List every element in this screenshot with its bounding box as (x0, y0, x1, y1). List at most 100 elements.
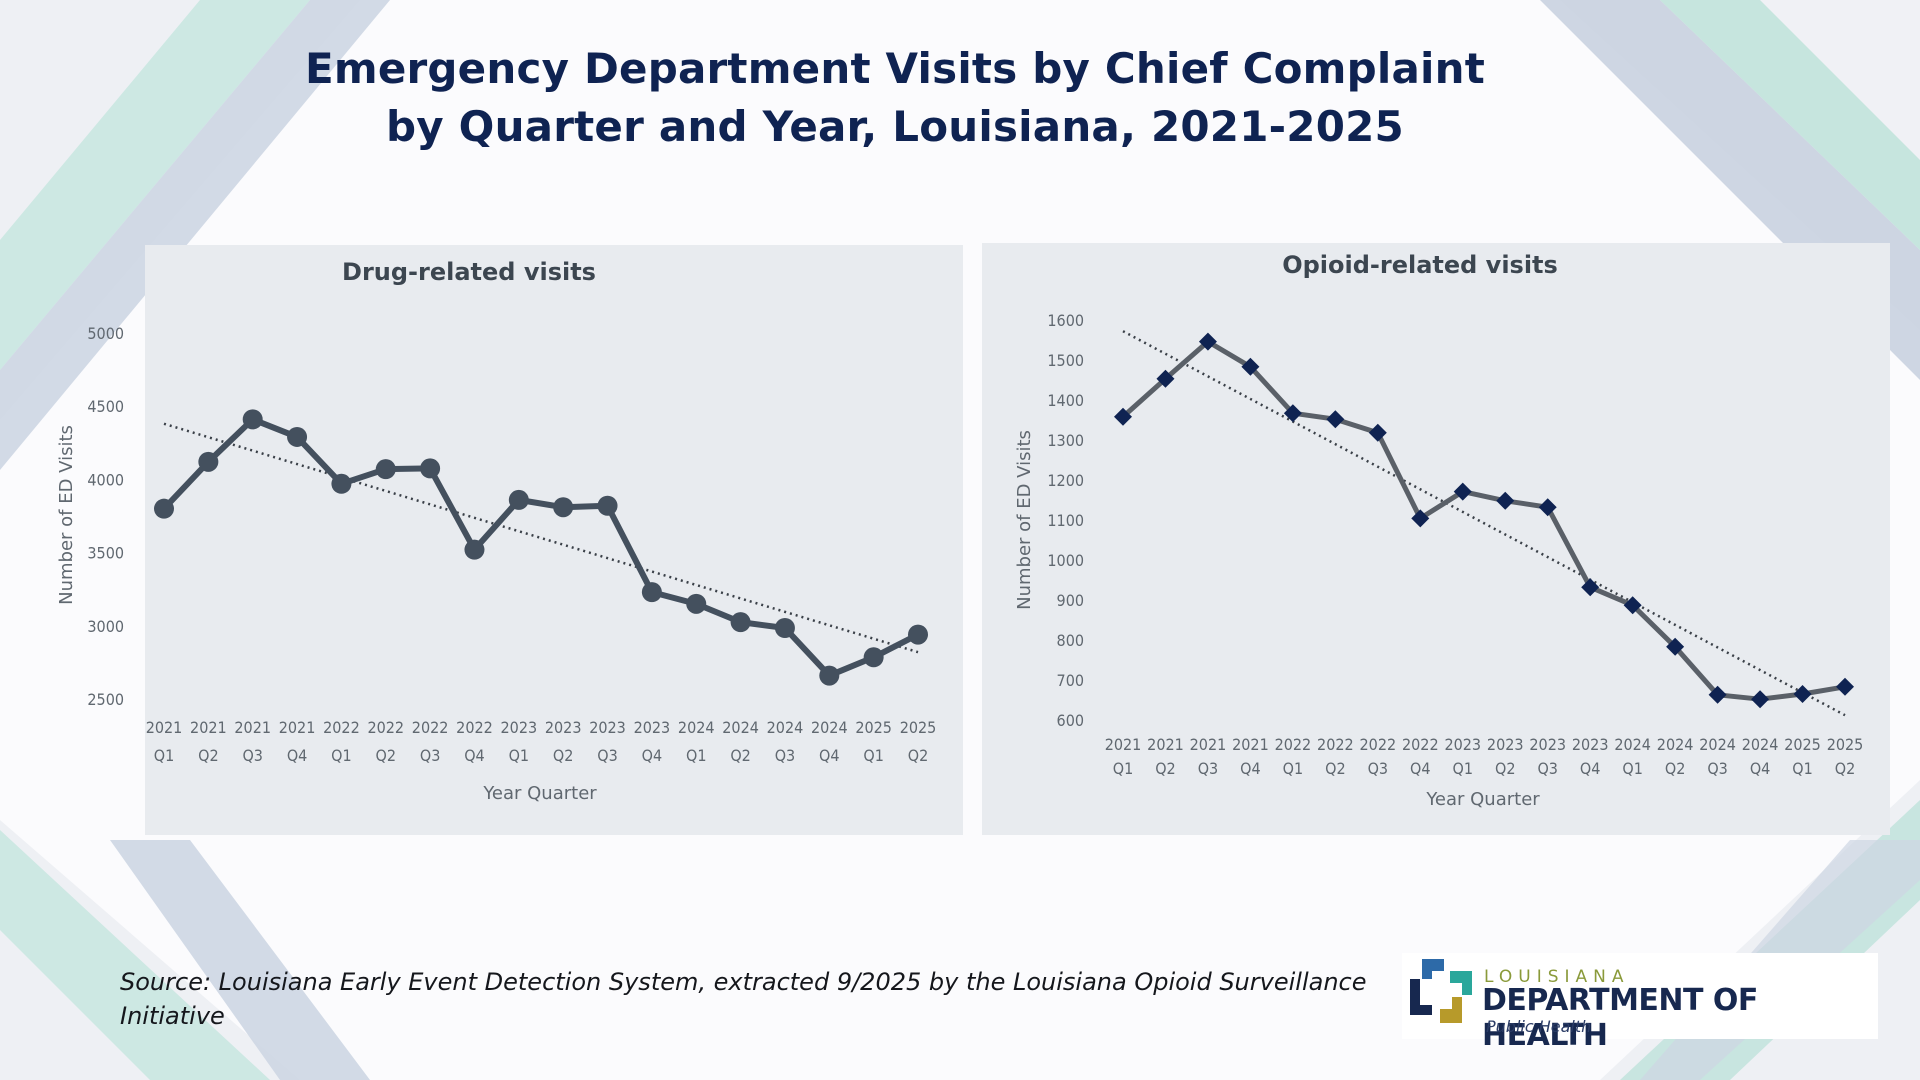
drug-x-tick-year: 2024 (767, 718, 804, 737)
drug-data-point (597, 495, 618, 516)
opioid-x-tick-quarter: Q2 (1325, 759, 1345, 778)
opioid-x-tick-year: 2024 (1614, 735, 1651, 754)
drug-x-tick-year: 2025 (900, 718, 937, 737)
opioid-y-tick-label: 800 (1057, 631, 1084, 650)
drug-y-tick-label: 3500 (87, 544, 124, 563)
opioid-x-tick-year: 2023 (1572, 735, 1609, 754)
slide-title-line-1: Emergency Department Visits by Chief Com… (304, 44, 1486, 93)
opioid-data-point (1836, 677, 1854, 696)
opioid-data-point (1581, 578, 1600, 597)
opioid-x-tick-quarter: Q3 (1537, 759, 1557, 778)
drug-chart-x-axis-label: Year Quarter (482, 783, 597, 804)
drug-x-tick-quarter: Q3 (242, 746, 262, 765)
opioid-x-tick-year: 2023 (1487, 735, 1524, 754)
drug-x-tick-year: 2024 (678, 718, 715, 737)
opioid-chart-title: Opioid-related visits (1282, 251, 1558, 279)
drug-x-tick-year: 2022 (456, 718, 493, 737)
opioid-x-tick-year: 2025 (1827, 735, 1864, 754)
drug-x-tick-quarter: Q3 (775, 746, 795, 765)
drug-x-tick-quarter: Q2 (730, 746, 750, 765)
drug-x-tick-quarter: Q4 (819, 746, 839, 765)
opioid-chart-panel (982, 243, 1890, 835)
drug-x-tick-year: 2023 (501, 718, 538, 737)
opioid-x-tick-quarter: Q4 (1580, 759, 1600, 778)
opioid-x-tick-year: 2021 (1190, 735, 1227, 754)
drug-x-tick-year: 2022 (323, 718, 360, 737)
drug-chart-y-axis-label: Number of ED Visits (56, 425, 77, 605)
ldh-logo: LOUISIANA DEPARTMENT OF HEALTH Public He… (1402, 953, 1878, 1053)
drug-data-point (287, 426, 308, 447)
opioid-data-point (1326, 410, 1345, 429)
opioid-x-tick-quarter: Q2 (1155, 759, 1175, 778)
opioid-x-tick-quarter: Q3 (1707, 759, 1727, 778)
drug-y-tick-label: 2500 (87, 690, 124, 709)
drug-x-tick-year: 2022 (367, 718, 404, 737)
drug-x-tick-quarter: Q3 (597, 746, 617, 765)
drug-x-tick-quarter: Q4 (464, 746, 484, 765)
opioid-x-tick-year: 2022 (1402, 735, 1439, 754)
drug-x-tick-year: 2022 (412, 718, 449, 737)
opioid-x-tick-quarter: Q3 (1368, 759, 1388, 778)
opioid-data-point (1241, 357, 1260, 376)
opioid-y-tick-label: 1200 (1047, 471, 1084, 490)
opioid-x-tick-year: 2022 (1317, 735, 1354, 754)
opioid-y-tick-label: 1500 (1047, 351, 1084, 370)
drug-x-tick-quarter: Q1 (154, 746, 174, 765)
drug-chart-panel (145, 245, 963, 835)
drug-data-point (420, 458, 441, 479)
opioid-x-tick-quarter: Q4 (1410, 759, 1430, 778)
opioid-x-tick-quarter: Q2 (1495, 759, 1515, 778)
source-note: Source: Louisiana Early Event Detection … (120, 968, 1367, 1030)
opioid-chart-x-ticks: 2021 Q1 2021 Q2 2021 Q3 2021 Q4 2022 Q1 2022 Q2 2022… (1105, 735, 1864, 778)
opioid-data-point (1751, 690, 1770, 709)
opioid-y-tick-label: 900 (1057, 591, 1084, 610)
logo-department: DEPARTMENT OF HEALTH (1482, 983, 1758, 1053)
opioid-x-tick-year: 2025 (1784, 735, 1821, 754)
opioid-x-tick-year: 2021 (1147, 735, 1184, 754)
opioid-data-point (1198, 332, 1217, 351)
opioid-x-tick-quarter: Q4 (1240, 759, 1260, 778)
opioid-data-point (1283, 404, 1302, 423)
opioid-x-tick-year: 2021 (1232, 735, 1269, 754)
drug-x-tick-year: 2023 (589, 718, 626, 737)
opioid-y-tick-label: 1000 (1047, 551, 1084, 570)
drug-x-tick-year: 2024 (811, 718, 848, 737)
medical-cross-icon (1410, 959, 1472, 1023)
slide-title-line-2: by Quarter and Year, Louisiana, 2021-202… (386, 102, 1404, 151)
opioid-trendline (1122, 330, 1846, 717)
opioid-x-tick-year: 2023 (1529, 735, 1566, 754)
opioid-x-tick-quarter: Q2 (1835, 759, 1855, 778)
opioid-x-tick-year: 2024 (1699, 735, 1736, 754)
opioid-series-line (1121, 339, 1846, 702)
opioid-chart-x-axis-label: Year Quarter (1425, 789, 1540, 810)
opioid-data-point (1538, 498, 1557, 517)
drug-chart-y-ticks: 5000 4500 4000 3500 3000 2500 (87, 324, 124, 709)
opioid-x-tick-quarter: Q3 (1198, 759, 1218, 778)
drug-x-tick-quarter: Q2 (376, 746, 396, 765)
drug-data-point (553, 497, 574, 518)
drug-data-point (464, 539, 485, 560)
drug-chart-x-ticks: 2021 Q1 2021 Q2 2021 Q3 2021 Q4 2022 Q1 2022 Q2 2022… (146, 718, 937, 765)
opioid-x-tick-quarter: Q1 (1792, 759, 1812, 778)
drug-x-tick-year: 2023 (545, 718, 582, 737)
drug-x-tick-quarter: Q4 (287, 746, 307, 765)
opioid-x-tick-quarter: Q4 (1750, 759, 1770, 778)
drug-chart-title: Drug-related visits (342, 258, 596, 286)
drug-x-tick-quarter: Q4 (642, 746, 662, 765)
drug-data-point (508, 489, 529, 510)
drug-data-point (154, 498, 174, 519)
opioid-x-tick-quarter: Q1 (1283, 759, 1303, 778)
logo-subtitle: Public Health (1486, 1017, 1592, 1036)
opioid-chart-y-ticks: 1600 1500 1400 1300 1200 1100 1000 900 800 700 600 (1047, 311, 1084, 730)
opioid-data-point (1623, 596, 1642, 615)
drug-x-tick-year: 2021 (279, 718, 316, 737)
opioid-y-tick-label: 700 (1057, 671, 1084, 690)
opioid-data-point (1368, 423, 1387, 442)
drug-x-tick-quarter: Q2 (553, 746, 573, 765)
drug-data-point (908, 624, 928, 645)
drug-y-tick-label: 4000 (87, 470, 124, 489)
opioid-y-tick-label: 600 (1057, 711, 1084, 730)
opioid-data-point (1156, 369, 1175, 388)
opioid-data-point (1666, 637, 1685, 656)
opioid-y-tick-label: 1600 (1047, 311, 1084, 330)
